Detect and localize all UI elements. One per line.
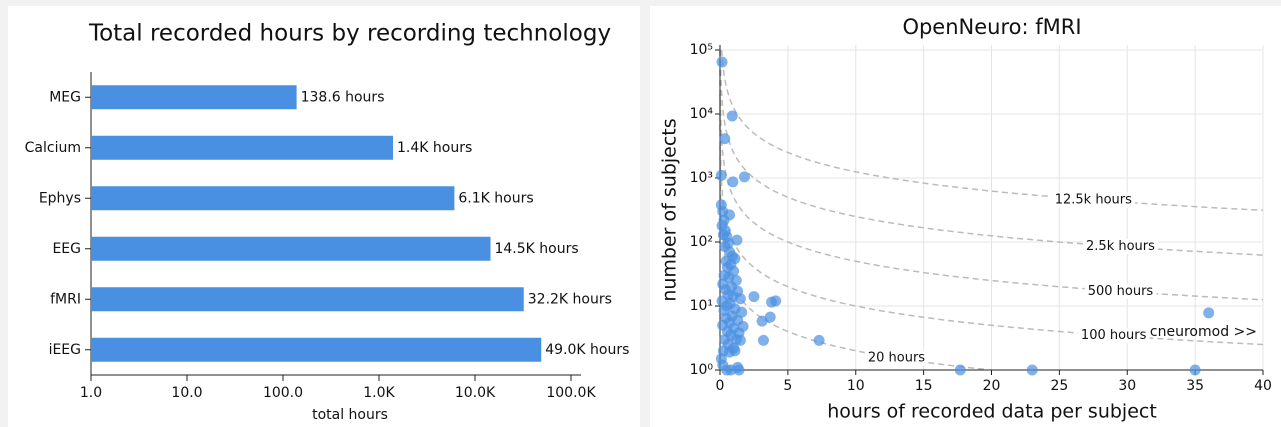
value-label: 49.0K hours [545, 342, 629, 358]
value-label: 138.6 hours [301, 89, 385, 105]
y-tick-label: 10³ [690, 170, 713, 186]
right-panel [650, 6, 1281, 427]
iso-line [719, 50, 1264, 346]
iso-label-bg [1083, 239, 1159, 255]
point [717, 205, 729, 217]
point [757, 334, 769, 346]
point [717, 359, 729, 371]
y-tick-label: fMRI [50, 291, 81, 307]
bar [91, 135, 394, 160]
value-label: 6.1K hours [458, 190, 533, 206]
value-label: 32.2K hours [528, 291, 612, 307]
x-tick-label: 15 [915, 378, 933, 394]
point [734, 334, 746, 346]
x-tick-label: 40 [1254, 378, 1272, 394]
iso-label: 100 hours [1081, 328, 1147, 343]
x-tick-label: 20 [983, 378, 1001, 394]
iso-label: 2.5k hours [1086, 239, 1155, 254]
point [813, 334, 825, 346]
iso-label: 20 hours [868, 351, 925, 366]
x-axis-label: total hours [312, 407, 388, 423]
y-tick-label: EEG [52, 241, 81, 257]
iso-label-bg [864, 350, 929, 366]
x-tick-label: 10 [847, 378, 865, 394]
x-tick-label: 100.0K [546, 385, 596, 401]
point [738, 171, 750, 183]
value-label: 14.5K hours [494, 241, 578, 257]
point [719, 133, 731, 145]
point [729, 345, 741, 357]
bar [91, 337, 542, 362]
x-tick-label: 35 [1186, 378, 1204, 394]
iso-label-bg [1084, 283, 1157, 299]
x-tick-label: 100.0 [263, 385, 303, 401]
annotation: cneuromod >> [1150, 324, 1257, 340]
x-tick-label: 10.0K [455, 385, 496, 401]
point [732, 361, 744, 373]
value-label: 1.4K hours [397, 140, 472, 156]
iso-label-bg [1051, 192, 1136, 208]
x-tick-label: 1.0 [80, 385, 102, 401]
point [715, 169, 727, 181]
point [954, 364, 966, 376]
point [726, 110, 738, 122]
x-tick-label: 5 [783, 378, 792, 394]
chart-title: OpenNeuro: fMRI [902, 15, 1081, 39]
x-tick-label: 10.0 [171, 385, 202, 401]
x-tick-label: 0 [716, 378, 725, 394]
point [1026, 364, 1038, 376]
bar [91, 186, 455, 211]
y-tick-label: 10⁵ [690, 42, 713, 58]
y-tick-label: 10¹ [690, 298, 713, 314]
y-tick-label: Ephys [39, 190, 81, 206]
y-tick-label: Calcium [25, 140, 81, 156]
point [1203, 307, 1215, 319]
x-tick-label: 1.0K [363, 385, 395, 401]
point [756, 315, 768, 327]
bar [91, 287, 524, 312]
y-tick-label: MEG [49, 89, 81, 105]
iso-label-bg [1077, 328, 1150, 344]
iso-label: 12.5k hours [1055, 192, 1132, 207]
bar [91, 85, 297, 110]
point [727, 176, 739, 188]
x-tick-label: 25 [1050, 378, 1068, 394]
y-tick-label: 10⁰ [690, 362, 714, 378]
iso-label: 500 hours [1088, 284, 1154, 299]
point [716, 56, 728, 68]
iso-line [719, 50, 1264, 256]
point [748, 291, 760, 303]
y-axis-label: number of subjects [659, 118, 681, 301]
y-tick-label: iEEG [49, 342, 81, 358]
x-axis-label: hours of recorded data per subject [827, 401, 1157, 423]
x-tick-label: 30 [1118, 378, 1136, 394]
bar [91, 236, 491, 261]
point [731, 234, 743, 246]
point [734, 293, 746, 305]
iso-line [720, 50, 1264, 212]
point [764, 311, 776, 323]
chart-title: Total recorded hours by recording techno… [88, 21, 611, 47]
point [770, 295, 782, 307]
y-tick-label: 10⁴ [690, 106, 714, 122]
left-panel [8, 6, 640, 427]
point [1189, 364, 1201, 376]
y-tick-label: 10² [690, 234, 713, 250]
